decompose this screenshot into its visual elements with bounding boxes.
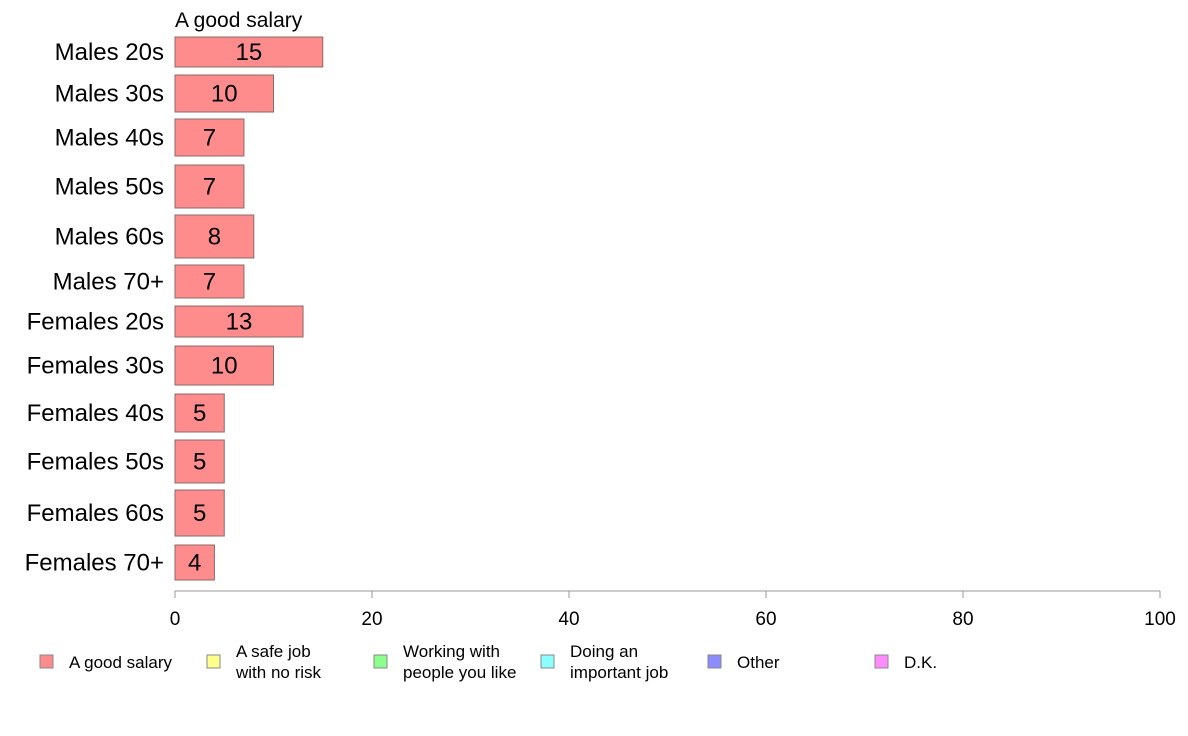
- legend: A good salary A safe job with no risk Worki…: [39, 642, 937, 682]
- bar-row-males-20s: 15: [174, 36, 324, 68]
- bar: [174, 489, 225, 537]
- x-tick-label: 20: [361, 609, 382, 630]
- category-label: Females 60s: [27, 500, 164, 527]
- x-tick-label: 80: [952, 609, 973, 630]
- bar-row-males-40s: 7: [174, 118, 245, 157]
- legend-label: important job: [570, 663, 668, 682]
- legend-label: A safe job: [236, 642, 311, 661]
- legend-label: Working with: [403, 642, 500, 661]
- series-label-layer: A good salary: [175, 9, 303, 32]
- bar: [174, 74, 274, 113]
- legend-item-other: Other: [707, 653, 780, 672]
- bar-row-females-30s: 10: [174, 345, 274, 386]
- x-tick-label: 0: [170, 609, 181, 630]
- legend-label: people you like: [403, 663, 516, 682]
- category-label: Males 30s: [55, 81, 164, 108]
- legend-swatch: [373, 654, 388, 669]
- legend-swatch: [39, 654, 54, 669]
- x-tick-label: 100: [1144, 609, 1176, 630]
- legend-swatch: [874, 654, 889, 669]
- bar: [174, 439, 225, 484]
- category-label: Males 20s: [55, 39, 164, 66]
- bar-row-males-30s: 10: [174, 74, 274, 113]
- legend-label: with no risk: [235, 663, 322, 682]
- bar-value-label: 5: [193, 400, 206, 427]
- category-labels: Males 20s Males 30s Males 40s Males 50s Male…: [25, 39, 164, 577]
- bar: [174, 164, 245, 209]
- legend-item-doing-an-important-job: Doing an important job: [540, 642, 668, 682]
- x-tick-label: 40: [558, 609, 579, 630]
- legend-swatch: [707, 654, 722, 669]
- legend-swatch: [206, 654, 221, 669]
- bar: [174, 345, 274, 386]
- bar-value-label: 5: [193, 500, 206, 527]
- bar: [174, 305, 304, 338]
- bar: [174, 36, 324, 68]
- category-label: Females 20s: [27, 309, 164, 336]
- category-label: Males 70+: [53, 269, 164, 296]
- bar: [174, 393, 225, 433]
- bar-row-males-70: 7: [174, 264, 245, 299]
- x-tick-label: 60: [755, 609, 776, 630]
- category-label: Males 40s: [55, 125, 164, 152]
- legend-item-working-with-people-you-like: Working with people you like: [373, 642, 516, 682]
- legend-swatch: [540, 654, 555, 669]
- bar-value-label: 5: [193, 449, 206, 476]
- category-label: Males 60s: [55, 224, 164, 251]
- x-axis: 0 20 40 60 80 100: [170, 590, 1176, 630]
- bar-row-females-40s: 5: [174, 393, 225, 433]
- bar-row-females-20s: 13: [174, 305, 304, 338]
- bar: [174, 118, 245, 157]
- bar: [174, 264, 245, 299]
- bar-row-males-50s: 7: [174, 164, 245, 209]
- category-label: Males 50s: [55, 174, 164, 201]
- bar-value-label: 15: [236, 39, 263, 66]
- legend-label: Other: [737, 653, 780, 672]
- bar-value-label: 7: [203, 125, 216, 152]
- bar-row-females-70: 4: [174, 544, 215, 581]
- category-label: Females 50s: [27, 449, 164, 476]
- bar-value-label: 13: [226, 309, 253, 336]
- bar-value-label: 7: [203, 269, 216, 296]
- legend-item-a-good-salary: A good salary: [39, 653, 173, 672]
- bar-row-males-60s: 8: [174, 214, 255, 259]
- legend-label: Doing an: [570, 642, 638, 661]
- bar-row-females-60s: 5: [174, 489, 225, 537]
- bar-row-females-50s: 5: [174, 439, 225, 484]
- bar-value-label: 7: [203, 174, 216, 201]
- legend-item-a-safe-job-with-no-risk: A safe job with no risk: [206, 642, 322, 682]
- category-label: Females 40s: [27, 400, 164, 427]
- bar: [174, 544, 215, 581]
- bar-value-label: 8: [208, 224, 221, 251]
- bar-value-label: 4: [188, 550, 201, 577]
- series-label: A good salary: [175, 9, 303, 32]
- bar: [174, 214, 255, 259]
- legend-item-d-k: D.K.: [874, 653, 937, 672]
- legend-label: D.K.: [904, 653, 937, 672]
- bar-value-label: 10: [211, 353, 238, 380]
- category-label: Females 30s: [27, 353, 164, 380]
- bar-value-label: 10: [211, 81, 238, 108]
- category-label: Females 70+: [25, 550, 164, 577]
- legend-label: A good salary: [69, 653, 173, 672]
